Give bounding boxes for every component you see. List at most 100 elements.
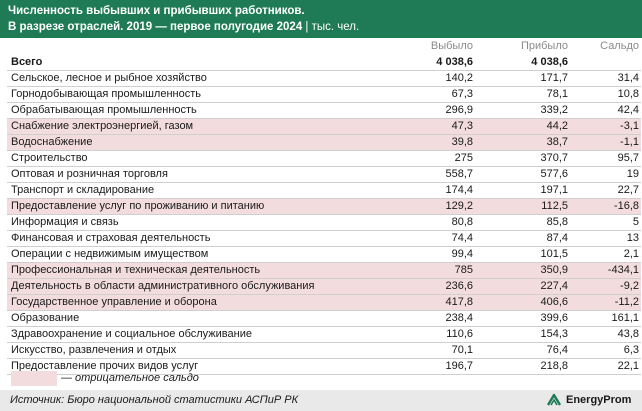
cell-in: 370,7 [540, 152, 568, 164]
table-row: Сельское, лесное и рыбное хозяйство 140,2… [7, 71, 641, 87]
cell-out: 236,6 [445, 280, 473, 292]
row-label: Снабжение электроэнергией, газом [11, 120, 194, 132]
cell-in: 44,2 [546, 120, 568, 132]
table-row: Водоснабжение 39,8 38,7 -1,1 [7, 135, 641, 151]
cell-out: 785 [454, 264, 473, 276]
cell-in: 154,3 [540, 328, 568, 340]
cell-out: 129,2 [445, 200, 473, 212]
cell-balance: -11,2 [614, 296, 639, 308]
row-label: Водоснабжение [11, 136, 93, 148]
row-label: Государственное управление и оборона [11, 296, 217, 308]
cell-in: 218,8 [540, 360, 568, 372]
row-label: Образование [11, 312, 80, 324]
cell-out: 275 [454, 152, 473, 164]
cell-out: 47,3 [451, 120, 473, 132]
row-label: Строительство [11, 152, 88, 164]
row-label: Здравоохранение и социальное обслуживани… [11, 328, 252, 340]
row-label: Профессиональная и техническая деятельно… [11, 264, 261, 276]
table-row: Предоставление услуг по проживанию и пит… [7, 199, 641, 215]
cell-in: 38,7 [546, 136, 568, 148]
cell-balance: 5 [632, 216, 639, 228]
row-label: Оптовая и розничная торговля [11, 168, 168, 180]
cell-out: 39,8 [451, 136, 473, 148]
table-row: Операции с недвижимым имуществом 99,4 101,… [7, 247, 641, 263]
cell-balance: 10,8 [617, 88, 639, 100]
cell-balance: -3,1 [620, 120, 639, 132]
cell-balance: 6,3 [623, 344, 639, 356]
row-label: Транспорт и складирование [11, 184, 155, 196]
cell-balance: -434,1 [607, 264, 639, 276]
cell-balance: 42,4 [617, 104, 639, 116]
chart-subtitle: В разрезе отраслей. 2019 — первое полуго… [8, 19, 642, 35]
legend-negative-swatch [11, 371, 57, 386]
brand-logo: EnergyProm [546, 392, 632, 409]
chart-subtitle-main: В разрезе отраслей. 2019 — первое полуго… [8, 21, 303, 33]
table-row: Оптовая и розничная торговля 558,7 577,6 19 [7, 167, 641, 183]
chart-subtitle-unit: тыс. чел. [311, 21, 360, 33]
row-label: Искусство, развлечения и отдых [11, 344, 177, 356]
cell-in: 227,4 [540, 280, 568, 292]
cell-in: 76,4 [546, 344, 568, 356]
column-header-in: Прибыло [520, 40, 568, 52]
row-label: Всего [11, 56, 43, 68]
cell-balance: 19 [626, 168, 639, 180]
cell-in: 577,6 [540, 168, 568, 180]
cell-balance: 31,4 [617, 72, 639, 84]
table-row: Искусство, развлечения и отдых 70,1 76,4 6,… [7, 343, 641, 359]
table-row: Здравоохранение и социальное обслуживани… [7, 327, 641, 343]
energyprom-logo-icon [546, 393, 562, 406]
cell-balance: 95,7 [617, 152, 639, 164]
cell-out: 238,4 [445, 312, 473, 324]
cell-in: 197,1 [540, 184, 568, 196]
cell-balance: 43,8 [617, 328, 639, 340]
cell-out: 417,8 [445, 296, 473, 308]
cell-out: 99,4 [451, 248, 473, 260]
table-row: Обрабатывающая промышленность 296,9 339,2 4… [7, 103, 641, 119]
row-label: Горнодобывающая промышленность [11, 88, 201, 100]
cell-out: 110,6 [446, 328, 473, 340]
table-row: Снабжение электроэнергией, газом 47,3 44,2… [7, 119, 641, 135]
cell-out: 80,8 [451, 216, 473, 228]
footer: Источник: Бюро национальной статистики А… [0, 390, 642, 411]
cell-out: 558,7 [445, 168, 473, 180]
column-header-out: Выбыло [430, 40, 473, 52]
cell-balance: 22,1 [617, 360, 639, 372]
cell-out: 4 038,6 [436, 56, 473, 68]
column-header-balance: Сальдо [600, 40, 639, 52]
cell-in: 171,7 [540, 72, 568, 84]
table-row: Предоставление прочих видов услуг 196,7 21… [7, 359, 641, 375]
chart-subtitle-separator: | [302, 21, 312, 33]
table-row-total: Всего 4 038,6 4 038,6 [7, 55, 641, 71]
table-row: Финансовая и страховая деятельность 74,4 8… [7, 231, 641, 247]
table-row: Государственное управление и оборона 417,… [7, 295, 641, 311]
row-label: Информация и связь [11, 216, 119, 228]
cell-balance: -1,1 [620, 136, 639, 148]
cell-in: 339,2 [540, 104, 568, 116]
cell-balance: 161,1 [611, 312, 639, 324]
row-label: Финансовая и страховая деятельность [11, 232, 211, 244]
column-headers: Выбыло Прибыло Сальдо [0, 40, 642, 54]
cell-out: 67,3 [451, 88, 473, 100]
cell-in: 85,8 [546, 216, 568, 228]
table-row: Транспорт и складирование 174,4 197,1 22,7 [7, 183, 641, 199]
row-label: Предоставление услуг по проживанию и пит… [11, 200, 265, 212]
cell-out: 70,1 [451, 344, 473, 356]
row-label: Операции с недвижимым имуществом [11, 248, 209, 260]
table-row: Строительство 275 370,7 95,7 [7, 151, 641, 167]
table-row: Профессиональная и техническая деятельно… [7, 263, 641, 279]
cell-balance: 2,1 [623, 248, 639, 260]
cell-in: 101,5 [540, 248, 568, 260]
cell-out: 296,9 [445, 104, 473, 116]
brand-name: EnergyProm [566, 394, 632, 406]
row-label: Предоставление прочих видов услуг [11, 360, 199, 372]
cell-in: 112,5 [541, 200, 568, 212]
row-label: Сельское, лесное и рыбное хозяйство [11, 72, 207, 84]
legend-label: — отрицательное сальдо [61, 372, 199, 384]
cell-in: 4 038,6 [531, 56, 568, 68]
cell-in: 350,9 [540, 264, 568, 276]
cell-in: 406,6 [540, 296, 568, 308]
table-row: Информация и связь 80,8 85,8 5 [7, 215, 641, 231]
source-note: Источник: Бюро национальной статистики А… [10, 394, 299, 406]
cell-balance: -16,8 [613, 200, 639, 212]
chart-header: Численность выбывших и прибывших работни… [0, 0, 642, 38]
